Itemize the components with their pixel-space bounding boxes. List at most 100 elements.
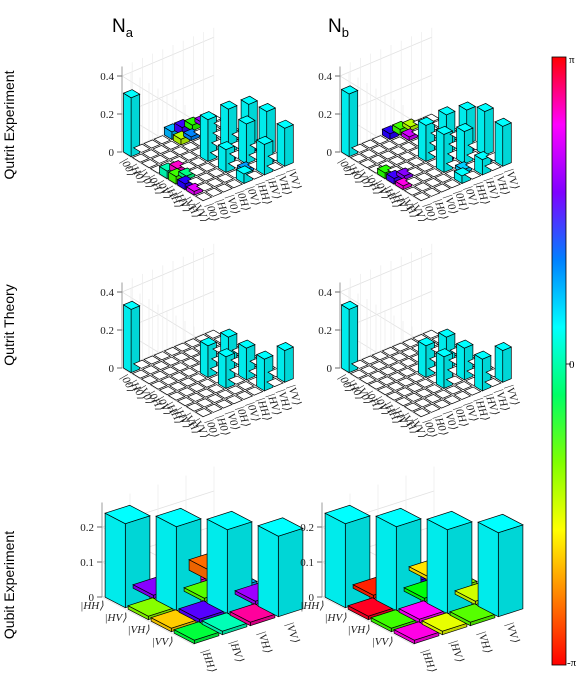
bar [153,135,172,145]
bar [368,370,387,380]
row-basis-label: |VH⟩ [128,624,151,636]
bar [122,300,141,374]
bar [235,390,254,400]
bar [153,351,172,361]
bar [413,182,432,192]
bar [453,390,472,400]
bar [433,183,451,193]
panel-nb-qutrit-theory: 00.20.4|00⟩|00⟩|H0⟩|H0⟩|V0⟩|V0⟩|0H⟩|0H⟩|… [318,243,521,441]
bar [379,150,397,160]
column-basis-label: |V0⟩ [224,193,242,216]
colorbar-tick-mid: 0 [569,359,575,371]
bar [173,342,192,352]
panel-na-qutrit-theory: 00.20.4|00⟩|00⟩|H0⟩|H0⟩|V0⟩|V0⟩|0H⟩|0H⟩|… [100,243,303,441]
bar [433,399,451,409]
bar [141,149,160,159]
bar [152,361,170,370]
bar [350,143,369,153]
bar [455,123,474,165]
column-basis-label: |00⟩ [421,202,438,224]
panel-nb-qutrit-experiment: 00.20.4|00⟩|00⟩|H0⟩|H0⟩|V0⟩|V0⟩|0H⟩|0H⟩|… [318,27,521,225]
bar [391,342,410,352]
z-tick-label: 0 [327,147,333,159]
bar [237,115,256,165]
bar [385,391,404,401]
bar [171,362,190,372]
colorbar-tick-bottom: -π [567,657,577,669]
bar [215,183,233,193]
bar [484,162,502,171]
bar [236,381,255,391]
z-tick-label: 0.1 [80,557,94,569]
column-basis-label: |00⟩ [203,418,220,440]
row-basis-label: |VH⟩ [348,624,371,636]
bar [349,153,368,163]
bar [150,154,169,164]
row-basis-label: |HV⟩ [325,612,348,624]
column-basis-label: |VH⟩ [475,630,493,655]
bar [370,361,388,370]
bar [476,103,495,156]
z-tick-label: 0 [89,592,95,604]
bar [206,510,253,615]
bar [484,378,502,387]
bar [131,153,150,163]
bar [197,172,215,182]
bar [219,100,238,154]
z-tick-label: 0 [327,363,333,375]
column-basis-label: |V0⟩ [442,409,460,432]
row-title-qutrit-theory: Qutrit Theory [1,284,17,365]
panel-na-qubit-experiment: 00.10.2|HH⟩|HH⟩|HV⟩|HV⟩|VH⟩ |VH⟩|VV⟩ |VV⟩ [80,466,304,674]
bar [189,373,208,383]
bar [229,603,276,627]
bar [276,119,295,167]
row-basis-label: |VV⟩ [372,636,393,648]
column-basis-label: |V0⟩ [224,409,242,432]
colorbar-tick-top: π [569,54,575,66]
bar [162,140,181,150]
bar [358,375,377,385]
bar [422,403,441,413]
bar [131,369,150,379]
bar [194,408,213,418]
bar [168,381,187,391]
z-tick-label: 0.4 [100,71,114,83]
column-basis-label: |0V⟩ [462,400,480,423]
bar [463,386,482,396]
bar [390,136,409,146]
column-basis-label: |HH⟩ [199,648,218,674]
z-tick-label: 0.2 [100,325,114,337]
bar [395,387,414,397]
bar [361,139,379,149]
row-basis-label: |HH⟩ [300,600,324,612]
bar [122,89,141,158]
bar [226,385,245,395]
bar [444,385,463,395]
bar [388,372,406,381]
bar [434,173,453,183]
bar [159,376,178,386]
bar [225,179,244,189]
bar [407,373,426,383]
row-basis-label: |VV⟩ [152,636,173,648]
bar [377,376,396,386]
column-basis-label: |VV⟩ [283,621,301,645]
bar [400,348,419,358]
bar [141,365,160,375]
bar [206,178,224,187]
bar [171,146,190,156]
bar [397,377,415,387]
bar [188,383,206,392]
bar [381,346,400,356]
z-tick-label: 0.4 [100,287,114,299]
column-basis-label: |0V⟩ [244,184,262,207]
column-basis-label: |0V⟩ [244,400,262,423]
bar [182,348,201,358]
bar [389,146,408,156]
bar [143,355,161,365]
bar [359,149,378,159]
column-basis-label: |V0⟩ [442,193,460,216]
z-tick-label: 0.2 [318,109,332,121]
bar [415,388,433,398]
bar [199,111,218,163]
